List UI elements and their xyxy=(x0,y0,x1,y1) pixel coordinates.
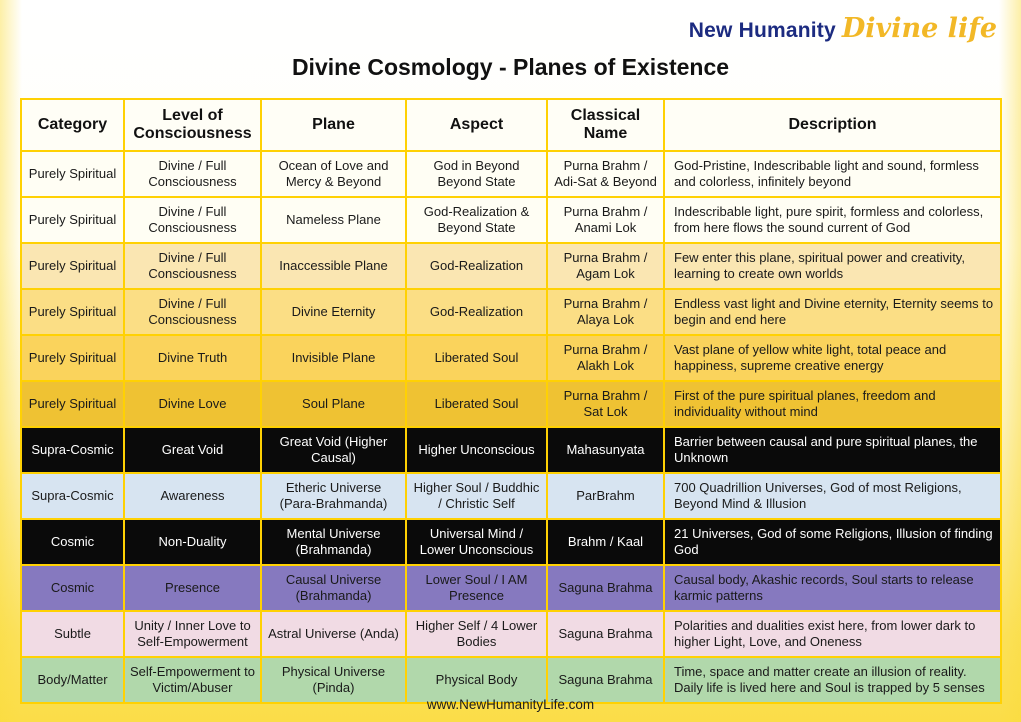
table-cell: Vast plane of yellow white light, total … xyxy=(663,334,1002,382)
table-cell: Subtle xyxy=(20,610,125,658)
table-cell: Saguna Brahma xyxy=(546,564,665,612)
table-cell: Inaccessible Plane xyxy=(260,242,407,290)
table-cell: Saguna Brahma xyxy=(546,610,665,658)
table-row: Purely Spiritual Divine / Full Consciousn… xyxy=(20,150,1002,198)
table-row: Purely Spiritual Divine Truth Invisible Pl… xyxy=(20,334,1002,382)
header-cell: Classical Name xyxy=(546,98,665,152)
table-cell: Time, space and matter create an illusio… xyxy=(663,656,1002,704)
table-cell: Indescribable light, pure spirit, formle… xyxy=(663,196,1002,244)
table-row: Purely Spiritual Divine Love Soul Plane Lib… xyxy=(20,380,1002,428)
table-cell: God in Beyond Beyond State xyxy=(405,150,548,198)
table-cell: 21 Universes, God of some Religions, Ill… xyxy=(663,518,1002,566)
table-cell: Non-Duality xyxy=(123,518,262,566)
table-cell: Divine / Full Consciousness xyxy=(123,288,262,336)
table-cell: Few enter this plane, spiritual power an… xyxy=(663,242,1002,290)
table-cell: Supra-Cosmic xyxy=(20,472,125,520)
logo-script-text: Divine life xyxy=(841,13,997,44)
table-cell: Great Void (Higher Causal) xyxy=(260,426,407,474)
table-cell: Body/Matter xyxy=(20,656,125,704)
table-cell: God-Realization xyxy=(405,288,548,336)
table-row: Supra-Cosmic Awareness Etheric Universe (P… xyxy=(20,472,1002,520)
table-cell: Higher Unconscious xyxy=(405,426,548,474)
table-cell: Mahasunyata xyxy=(546,426,665,474)
table-cell: ParBrahm xyxy=(546,472,665,520)
header-cell: Plane xyxy=(260,98,407,152)
header-cell: Description xyxy=(663,98,1002,152)
table-cell: Unity / Inner Love to Self-Empowerment xyxy=(123,610,262,658)
table-cell: Invisible Plane xyxy=(260,334,407,382)
table-cell: Soul Plane xyxy=(260,380,407,428)
table-cell: Cosmic xyxy=(20,564,125,612)
table-row: Subtle Unity / Inner Love to Self-Empower… xyxy=(20,610,1002,658)
table-cell: First of the pure spiritual planes, free… xyxy=(663,380,1002,428)
footer-url: www.NewHumanityLife.com xyxy=(426,697,595,712)
table-cell: Mental Universe (Brahmanda) xyxy=(260,518,407,566)
table-cell: Divine / Full Consciousness xyxy=(123,150,262,198)
table-cell: 700 Quadrillion Universes, God of most R… xyxy=(663,472,1002,520)
table-cell: Barrier between causal and pure spiritua… xyxy=(663,426,1002,474)
table-cell: Presence xyxy=(123,564,262,612)
table-cell: Brahm / Kaal xyxy=(546,518,665,566)
table-cell: Endless vast light and Divine eternity, … xyxy=(663,288,1002,336)
table-cell: Divine Love xyxy=(123,380,262,428)
table-cell: Causal body, Akashic records, Soul start… xyxy=(663,564,1002,612)
table-cell: Purely Spiritual xyxy=(20,288,125,336)
page-title: Divine Cosmology - Planes of Existence xyxy=(291,54,730,80)
table-cell: Divine / Full Consciousness xyxy=(123,242,262,290)
header-cell: Category xyxy=(20,98,125,152)
table-cell: Purna Brahm / Sat Lok xyxy=(546,380,665,428)
table-body: Purely Spiritual Divine / Full Consciousn… xyxy=(20,150,1002,704)
table-cell: Causal Universe (Brahmanda) xyxy=(260,564,407,612)
table-cell: Purna Brahm / Alaya Lok xyxy=(546,288,665,336)
table-row: Supra-Cosmic Great Void Great Void (Higher… xyxy=(20,426,1002,474)
table-cell: Purna Brahm / Alakh Lok xyxy=(546,334,665,382)
header-row: Category Level of Consciousness Plane Aspec… xyxy=(20,98,1002,152)
table-cell: Physical Body xyxy=(405,656,548,704)
table-cell: Divine / Full Consciousness xyxy=(123,196,262,244)
table-row: Cosmic Presence Causal Universe (Brahmanda… xyxy=(20,564,1002,612)
planes-table: Category Level of Consciousness Plane Aspec… xyxy=(20,98,1002,704)
table-cell: God-Realization xyxy=(405,242,548,290)
table-cell: Purna Brahm / Agam Lok xyxy=(546,242,665,290)
table-row: Cosmic Non-Duality Mental Universe (Brahma… xyxy=(20,518,1002,566)
table-cell: Polarities and dualities exist here, fro… xyxy=(663,610,1002,658)
table-cell: Purely Spiritual xyxy=(20,380,125,428)
table-row: Body/Matter Self-Empowerment to Victim/Ab… xyxy=(20,656,1002,704)
table-cell: Nameless Plane xyxy=(260,196,407,244)
logo-brand-text: New Humanity xyxy=(688,19,836,42)
table-row: Purely Spiritual Divine / Full Consciousn… xyxy=(20,288,1002,336)
table-cell: Supra-Cosmic xyxy=(20,426,125,474)
table-cell: Universal Mind / Lower Unconscious xyxy=(405,518,548,566)
table-cell: Purely Spiritual xyxy=(20,196,125,244)
table-cell: Liberated Soul xyxy=(405,334,548,382)
site-logo: New Humanity Divine life xyxy=(689,13,997,44)
table-row: Purely Spiritual Divine / Full Consciousn… xyxy=(20,242,1002,290)
table-cell: Ocean of Love and Mercy & Beyond xyxy=(260,150,407,198)
table-cell: Etheric Universe (Para-Brahmanda) xyxy=(260,472,407,520)
table-cell: Purely Spiritual xyxy=(20,150,125,198)
table-cell: Purely Spiritual xyxy=(20,242,125,290)
table-cell: Great Void xyxy=(123,426,262,474)
table-cell: Higher Soul / Buddhic / Christic Self xyxy=(405,472,548,520)
header-cell: Level of Consciousness xyxy=(123,98,262,152)
table-cell: Purna Brahm / Anami Lok xyxy=(546,196,665,244)
table-cell: God-Realization & Beyond State xyxy=(405,196,548,244)
table-cell: Astral Universe (Anda) xyxy=(260,610,407,658)
table-cell: Liberated Soul xyxy=(405,380,548,428)
header-cell: Aspect xyxy=(405,98,548,152)
table-cell: Purna Brahm / Adi-Sat & Beyond xyxy=(546,150,665,198)
table-cell: Lower Soul / I AM Presence xyxy=(405,564,548,612)
table-cell: Higher Self / 4 Lower Bodies xyxy=(405,610,548,658)
table-cell: Cosmic xyxy=(20,518,125,566)
table-cell: Awareness xyxy=(123,472,262,520)
table-cell: God-Pristine, Indescribable light and so… xyxy=(663,150,1002,198)
table-cell: Self-Empowerment to Victim/Abuser xyxy=(123,656,262,704)
table-cell: Purely Spiritual xyxy=(20,334,125,382)
table-cell: Saguna Brahma xyxy=(546,656,665,704)
table-cell: Physical Universe (Pinda) xyxy=(260,656,407,704)
table-cell: Divine Eternity xyxy=(260,288,407,336)
table-row: Purely Spiritual Divine / Full Consciousn… xyxy=(20,196,1002,244)
table-cell: Divine Truth xyxy=(123,334,262,382)
